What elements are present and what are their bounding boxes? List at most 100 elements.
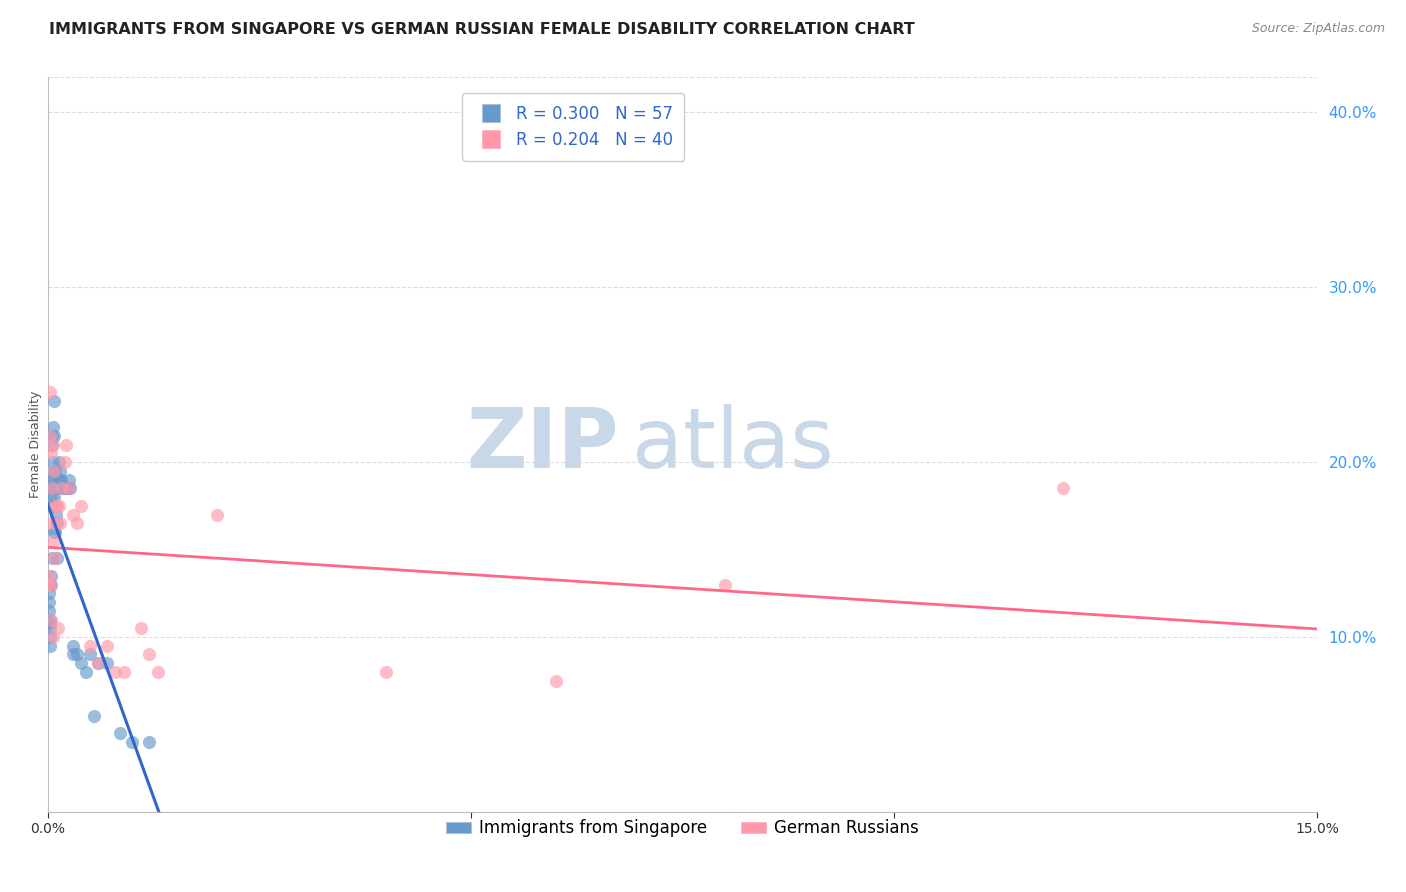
Point (48, 455, 70, 469)
Point (44, 533, 66, 548)
Point (41, 437, 63, 451)
Point (544, 673, 567, 688)
Point (41, 420, 63, 434)
Point (96, 639, 118, 653)
Point (52, 482, 75, 496)
Point (44, 525, 66, 540)
Legend: Immigrants from Singapore, German Russians: Immigrants from Singapore, German Russia… (439, 813, 925, 844)
Point (44, 464, 66, 478)
Point (62, 508, 84, 522)
Point (714, 577, 737, 591)
Text: ZIP: ZIP (467, 404, 619, 485)
Point (41, 551, 63, 566)
Point (87, 657, 110, 671)
Point (39, 446, 62, 460)
Point (70, 657, 93, 671)
Point (39, 577, 62, 591)
Point (46, 621, 69, 635)
Point (1052, 482, 1074, 496)
Point (129, 621, 152, 635)
Point (49, 516, 72, 531)
Point (87, 657, 110, 671)
Point (42, 464, 65, 478)
Point (112, 665, 135, 679)
Point (39, 621, 62, 635)
Point (41, 516, 63, 531)
Text: Source: ZipAtlas.com: Source: ZipAtlas.com (1251, 22, 1385, 36)
Point (41, 437, 63, 451)
Point (45, 499, 67, 513)
Point (45, 508, 67, 522)
Point (38, 569, 60, 583)
Point (38, 586, 60, 600)
Point (44, 499, 66, 513)
Point (42, 429, 65, 443)
Point (70, 499, 93, 513)
Point (45, 482, 67, 496)
Point (39, 569, 62, 583)
Point (38, 604, 60, 618)
Point (45, 516, 67, 531)
Point (83, 708, 105, 723)
Point (39, 577, 62, 591)
Point (55, 437, 77, 451)
Point (51, 482, 73, 496)
Point (38, 577, 60, 591)
Point (53, 482, 76, 496)
Point (58, 482, 80, 496)
Point (38, 577, 60, 591)
Point (49, 473, 72, 487)
Point (42, 551, 65, 566)
Point (62, 648, 84, 662)
Point (39, 385, 62, 400)
Point (138, 648, 160, 662)
Point (75, 665, 97, 679)
Point (42, 393, 65, 408)
Point (104, 665, 127, 679)
Point (96, 657, 118, 671)
Point (375, 665, 398, 679)
Point (38, 595, 60, 609)
Point (39, 482, 62, 496)
Point (41, 630, 63, 644)
Point (121, 735, 143, 749)
Point (146, 665, 169, 679)
Point (79, 648, 101, 662)
Y-axis label: Female Disability: Female Disability (30, 391, 42, 499)
Point (44, 525, 66, 540)
Point (55, 482, 77, 496)
Point (45, 551, 67, 566)
Point (39, 490, 62, 504)
Point (45, 516, 67, 531)
Point (66, 648, 89, 662)
Point (66, 516, 89, 531)
Point (48, 473, 70, 487)
Point (205, 508, 228, 522)
Point (58, 473, 80, 487)
Point (108, 726, 131, 740)
Point (39, 639, 62, 653)
Point (39, 613, 62, 627)
Point (51, 482, 73, 496)
Point (42, 490, 65, 504)
Point (49, 464, 72, 478)
Point (58, 482, 80, 496)
Point (46, 473, 69, 487)
Point (48, 499, 70, 513)
Point (39, 429, 62, 443)
Point (39, 630, 62, 644)
Point (53, 455, 76, 469)
Point (39, 473, 62, 487)
Point (138, 735, 160, 749)
Point (39, 613, 62, 627)
Point (44, 482, 66, 496)
Point (59, 482, 82, 496)
Text: atlas: atlas (631, 404, 834, 485)
Point (41, 499, 63, 513)
Point (44, 464, 66, 478)
Point (41, 455, 63, 469)
Point (41, 429, 63, 443)
Text: IMMIGRANTS FROM SINGAPORE VS GERMAN RUSSIAN FEMALE DISABILITY CORRELATION CHART: IMMIGRANTS FROM SINGAPORE VS GERMAN RUSS… (49, 22, 915, 37)
Point (41, 473, 63, 487)
Point (79, 639, 101, 653)
